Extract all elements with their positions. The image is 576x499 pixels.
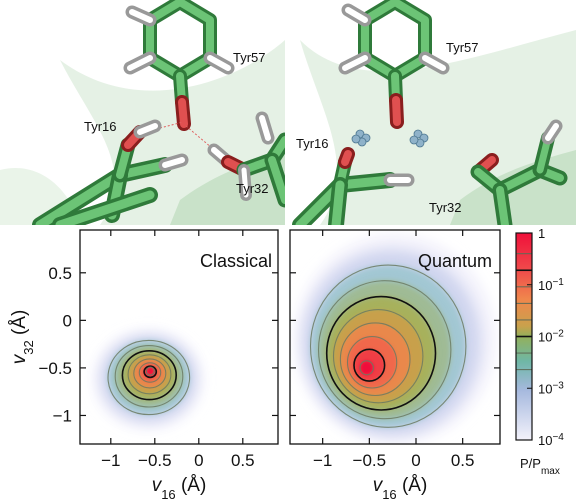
contour-line xyxy=(353,348,386,382)
panel-title-quantum: Quantum xyxy=(418,251,492,271)
y-tick-label: 0 xyxy=(63,311,72,330)
x-tick-label: 0.5 xyxy=(451,451,475,470)
contour-line xyxy=(317,280,452,420)
density-level xyxy=(360,360,374,375)
y-tick-label: 0.5 xyxy=(48,264,72,283)
x-axis-label-classical: v16 (Å) xyxy=(152,475,207,499)
y-ticks-classical: 0.5 0 −0.5 −1 xyxy=(38,264,278,425)
contours-classical xyxy=(107,339,191,416)
x-tick-label: −0.5 xyxy=(138,451,172,470)
residue-label-tyr32-right: Tyr32 xyxy=(429,200,462,215)
heatmap-classical: −1 −0.5 0 0.5 0.50−0.5−1 Classical v16 (Å) … xyxy=(9,229,279,499)
panel-title-classical: Classical xyxy=(200,251,272,271)
contour-line xyxy=(114,345,184,408)
contour-line xyxy=(138,362,162,383)
colorbar-ticks: 1 10−1 10−2 10−3 10−4 xyxy=(527,226,564,448)
contour-line xyxy=(133,358,167,389)
contour-line xyxy=(325,295,437,411)
x-tick-label: 0 xyxy=(194,451,203,470)
structure-right: Tyr57 Tyr16 Tyr32 xyxy=(292,0,576,225)
x-tick-label: 0.5 xyxy=(231,451,255,470)
proton-cloud-left xyxy=(351,129,371,147)
contour-line xyxy=(332,309,424,404)
heatmap-quantum: −1 −0.5 0 0.5 Quantum v16 (Å) xyxy=(289,229,501,499)
density-level xyxy=(146,367,155,376)
structure-left: Tyr57 Tyr16 Tyr32 xyxy=(0,0,285,225)
colorbar-label: P/Pmax xyxy=(520,456,560,477)
contour-line xyxy=(346,336,398,389)
y-tick-label: −0.5 xyxy=(38,359,72,378)
x-axis-label-quantum: v16 (Å) xyxy=(373,475,428,499)
colorbar-tick-label: 10−3 xyxy=(538,380,564,397)
residue-label-tyr16-left: Tyr16 xyxy=(84,119,117,134)
colorbar-tick-label: 10−2 xyxy=(538,328,564,345)
frame-classical xyxy=(79,229,279,445)
contour-line xyxy=(107,339,191,416)
y-tick-label: −1 xyxy=(53,406,72,425)
colorbar-tick-label: 1 xyxy=(538,226,545,241)
colorbar-tick-label: 10−1 xyxy=(538,276,564,293)
x-tick-label: −1 xyxy=(313,451,332,470)
y-ticks-quantum xyxy=(290,272,500,417)
residue-label-tyr16-right: Tyr16 xyxy=(296,136,329,151)
colorbar: 1 10−1 10−2 10−3 10−4 P/Pmax xyxy=(515,226,564,477)
contour-line xyxy=(121,350,178,401)
x-tick-label: −1 xyxy=(101,451,120,470)
residue-label-tyr32-left: Tyr32 xyxy=(236,181,269,196)
frame-quantum xyxy=(289,229,501,445)
x-tick-label: −0.5 xyxy=(353,451,387,470)
contour-line xyxy=(145,366,155,376)
x-ticks-quantum: −1 −0.5 0 0.5 xyxy=(313,230,475,470)
contours-quantum xyxy=(309,264,467,428)
proton-cloud-right xyxy=(409,129,429,148)
y-axis-label-classical: v32 (Å) xyxy=(9,310,36,365)
contour-line xyxy=(359,360,374,376)
colorbar-tick-label: 10−4 xyxy=(538,432,564,449)
residue-label-tyr57-left: Tyr57 xyxy=(233,50,266,65)
contour-line xyxy=(309,264,467,428)
x-ticks-classical: −1 −0.5 0 0.5 xyxy=(101,230,255,470)
residue-label-tyr57-right: Tyr57 xyxy=(446,40,479,55)
x-tick-label: 0 xyxy=(411,451,420,470)
contour-line xyxy=(143,365,158,379)
contour-line xyxy=(127,354,172,395)
contour-line xyxy=(339,322,411,397)
